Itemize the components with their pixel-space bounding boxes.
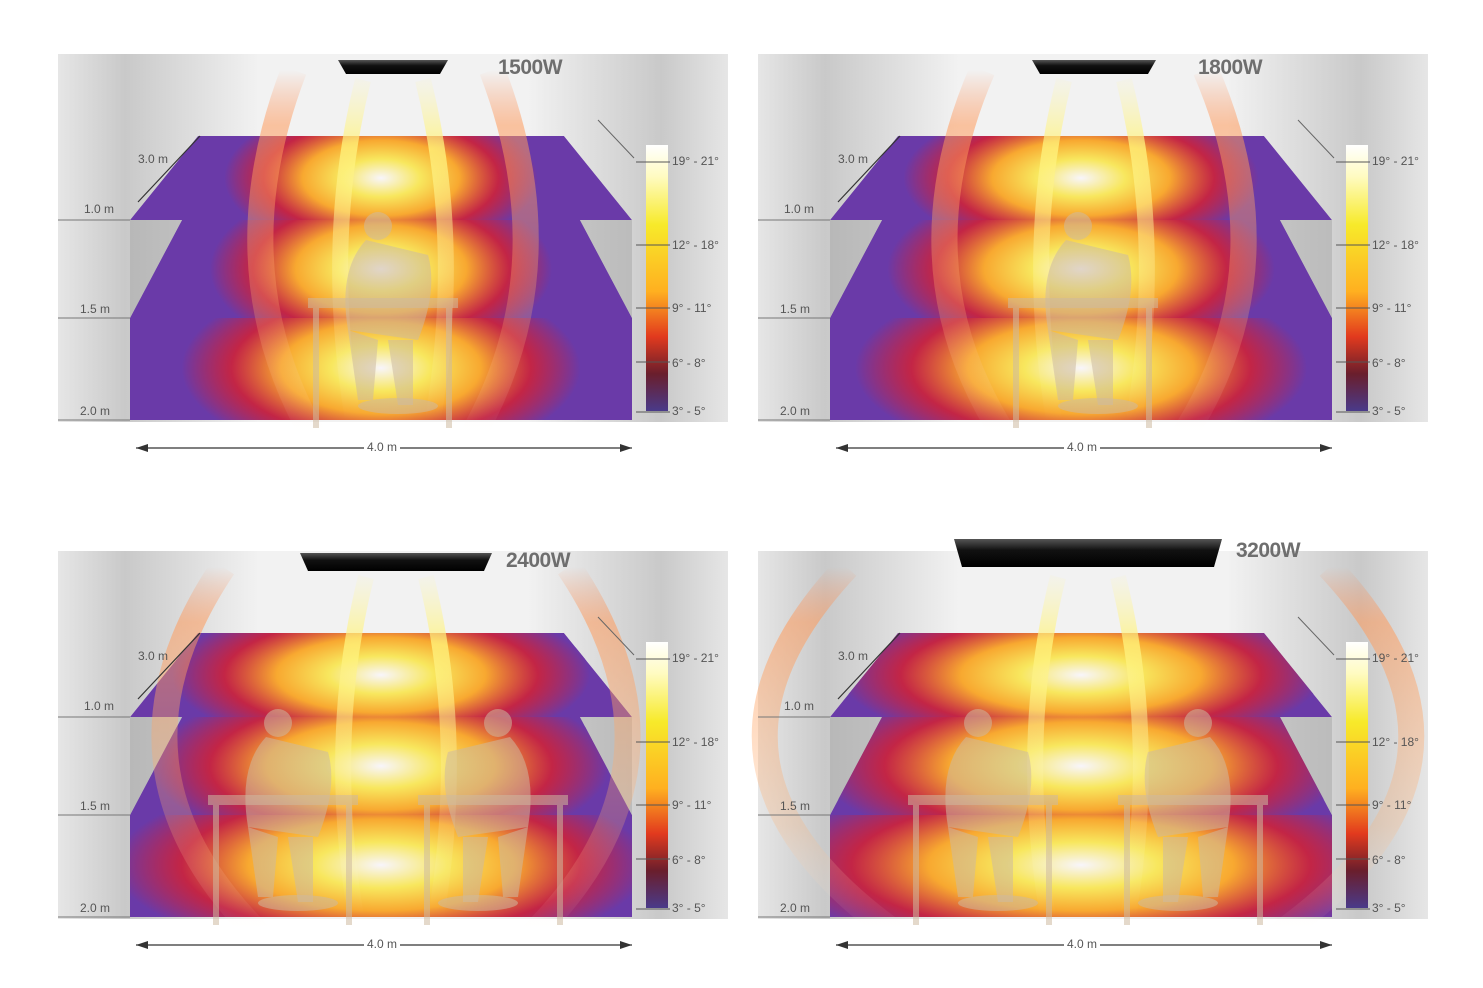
- person-silhouette: [308, 212, 458, 428]
- height-label-3: 2.0 m: [80, 404, 111, 418]
- scale-label-5: 3° - 5°: [672, 901, 706, 915]
- scale-label-1: 19° - 21°: [672, 154, 719, 168]
- height-label-3: 2.0 m: [780, 901, 811, 915]
- scale-label-3: 9° - 11°: [1372, 301, 1412, 315]
- power-label: 1800W: [1198, 56, 1263, 79]
- height-label-1: 1.0 m: [84, 699, 115, 713]
- width-label: 4.0 m: [1064, 440, 1101, 454]
- heater-device: [338, 60, 448, 74]
- height-label-2: 1.5 m: [80, 799, 111, 813]
- person-silhouette: [418, 709, 568, 925]
- heat-beam-left: [151, 559, 271, 947]
- person-silhouette: [1118, 709, 1268, 925]
- scale-label-3: 9° - 11°: [672, 798, 712, 812]
- scale-label-4: 6° - 8°: [672, 853, 706, 867]
- height-label-2: 1.5 m: [780, 799, 811, 813]
- height-label-2: 1.5 m: [80, 302, 111, 316]
- power-label: 1500W: [498, 56, 563, 79]
- scale-label-3: 9° - 11°: [1372, 798, 1412, 812]
- height-label-1: 1.0 m: [84, 202, 115, 216]
- heat-beam-right: [1268, 558, 1425, 948]
- width-label: 4.0 m: [364, 440, 401, 454]
- heat-beam-left: [931, 64, 1019, 448]
- heater-device: [1032, 60, 1156, 74]
- width-label: 4.0 m: [364, 937, 401, 951]
- heat-panel-1500: 1500W 3.0 m 1.0 m 1.5 m 2.0 m 4.0 m 19° - 21°…: [58, 40, 738, 490]
- depth-label: 3.0 m: [138, 152, 169, 166]
- scale-label-4: 6° - 8°: [1372, 356, 1406, 370]
- scale-label-1: 19° - 21°: [1372, 154, 1419, 168]
- depth-arrow: [137, 632, 201, 700]
- person-silhouette: [908, 709, 1058, 925]
- height-label-3: 2.0 m: [80, 901, 111, 915]
- heat-diagram-svg: [58, 551, 728, 949]
- scale-label-2: 12° - 18°: [1372, 735, 1419, 749]
- scale-label-3: 9° - 11°: [672, 301, 712, 315]
- temperature-scale: [1346, 642, 1368, 908]
- heat-panel-3200: 3200W 3.0 m 1.0 m 1.5 m 2.0 m 4.0 m 19° - 21°…: [751, 537, 1438, 987]
- depth-label: 3.0 m: [138, 649, 169, 663]
- depth-arrow: [837, 632, 901, 700]
- heat-panel-2400: 2400W 3.0 m 1.0 m 1.5 m 2.0 m 4.0 m 19° - 21°…: [58, 537, 738, 987]
- heat-beam-left: [751, 558, 908, 948]
- height-label-3: 2.0 m: [780, 404, 811, 418]
- height-label-1: 1.0 m: [784, 202, 815, 216]
- scale-label-5: 3° - 5°: [1372, 404, 1406, 418]
- scale-label-2: 12° - 18°: [1372, 238, 1419, 252]
- heater-device: [300, 553, 492, 571]
- temperature-scale: [646, 145, 668, 411]
- depth-label: 3.0 m: [838, 152, 869, 166]
- temperature-scale: [646, 642, 668, 908]
- person-silhouette: [1008, 212, 1158, 428]
- scale-label-2: 12° - 18°: [672, 238, 719, 252]
- height-label-1: 1.0 m: [784, 699, 815, 713]
- scale-label-4: 6° - 8°: [1372, 853, 1406, 867]
- scale-label-2: 12° - 18°: [672, 735, 719, 749]
- temperature-scale: [1346, 145, 1368, 411]
- scale-label-4: 6° - 8°: [672, 356, 706, 370]
- scale-label-1: 19° - 21°: [1372, 651, 1419, 665]
- heater-device: [954, 539, 1222, 567]
- width-label: 4.0 m: [1064, 937, 1101, 951]
- scale-label-5: 3° - 5°: [672, 404, 706, 418]
- depth-arrow: [837, 135, 901, 203]
- scale-label-5: 3° - 5°: [1372, 901, 1406, 915]
- person-silhouette: [208, 709, 358, 925]
- depth-label: 3.0 m: [838, 649, 869, 663]
- heat-beam-right: [521, 559, 641, 947]
- heat-diagram-svg: [758, 54, 1428, 452]
- power-label: 2400W: [506, 549, 571, 572]
- heat-beam-left: [247, 65, 328, 447]
- heat-panel-1800: 1800W 3.0 m 1.0 m 1.5 m 2.0 m 4.0 m 19° - 21°…: [758, 40, 1438, 490]
- heat-diagram-svg: [58, 54, 728, 452]
- heat-beam-right: [1169, 64, 1257, 448]
- heat-beam-right: [458, 65, 539, 447]
- height-label-2: 1.5 m: [780, 302, 811, 316]
- scale-label-1: 19° - 21°: [672, 651, 719, 665]
- depth-arrow: [137, 135, 201, 203]
- power-label: 3200W: [1236, 539, 1301, 562]
- heat-diagram-svg: [751, 539, 1428, 949]
